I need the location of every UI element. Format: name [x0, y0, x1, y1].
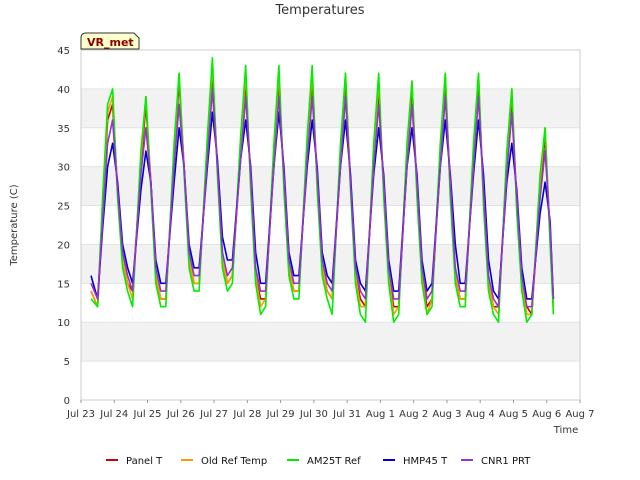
- x-tick-label: Aug 1: [366, 409, 395, 420]
- x-tick-label: Jul 27: [199, 409, 228, 420]
- y-tick-label: 45: [57, 46, 70, 57]
- x-tick-label: Aug 5: [499, 409, 528, 420]
- vr-met-badge: VR_met: [80, 32, 140, 50]
- y-tick-label: 20: [57, 240, 70, 251]
- x-tick-label: Aug 7: [565, 409, 594, 420]
- x-axis-ticks: Jul 23 Jul 24 Jul 25 Jul 26 Jul 27 Jul 28 Jul …: [66, 400, 595, 420]
- x-tick-label: Aug 2: [399, 409, 428, 420]
- band-stripe: [81, 322, 580, 362]
- legend-label: Old Ref Temp: [201, 456, 267, 467]
- y-tick-label: 0: [64, 396, 70, 407]
- y-tick-label: 25: [57, 202, 70, 213]
- y-axis-ticks: 0 5 10 15 20 25 30 35 40 45: [57, 46, 70, 407]
- x-tick-label: Jul 29: [266, 409, 295, 420]
- series-line-cnr1-prt: [90, 88, 555, 308]
- series-lines: [90, 56, 555, 324]
- band-stripe: [81, 166, 580, 206]
- y-tick-label: 5: [64, 357, 70, 368]
- y-tick-label: 30: [57, 163, 70, 174]
- legend-label: Panel T: [126, 456, 163, 467]
- legend-label: CNR1 PRT: [481, 456, 531, 467]
- y-tick-label: 35: [57, 124, 70, 135]
- chart-title: Temperatures: [274, 3, 364, 18]
- legend: Panel T Old Ref Temp AM25T Ref HMP45 T CNR1 …: [106, 456, 531, 467]
- x-tick-label: Jul 26: [166, 409, 195, 420]
- y-tick-label: 15: [57, 279, 70, 290]
- badge-box: [80, 32, 140, 50]
- y-tick-label: 40: [57, 85, 70, 96]
- x-tick-label: Jul 23: [66, 409, 95, 420]
- y-tick-label: 10: [57, 318, 70, 329]
- x-tick-label: Jul 31: [332, 409, 361, 420]
- series-line-am25t-ref: [90, 56, 555, 324]
- grid-lines: [81, 49, 580, 401]
- x-axis-title: Time: [553, 425, 578, 436]
- x-tick-label: Jul 28: [232, 409, 261, 420]
- x-tick-label: Aug 4: [466, 409, 495, 420]
- y-axis-title: Temperature (C): [9, 184, 20, 266]
- band-stripe: [81, 88, 580, 128]
- plot-frame: [80, 49, 581, 401]
- legend-label: AM25T Ref: [307, 456, 361, 467]
- x-tick-label: Aug 6: [532, 409, 561, 420]
- x-tick-label: Jul 24: [99, 409, 128, 420]
- band-stripe: [81, 244, 580, 284]
- plot-background-bands: [81, 88, 580, 362]
- x-tick-label: Jul 25: [133, 409, 162, 420]
- x-tick-label: Aug 3: [432, 409, 461, 420]
- badge-label: VR_met: [87, 36, 134, 49]
- legend-label: HMP45 T: [403, 456, 448, 467]
- x-tick-label: Jul 30: [299, 409, 328, 420]
